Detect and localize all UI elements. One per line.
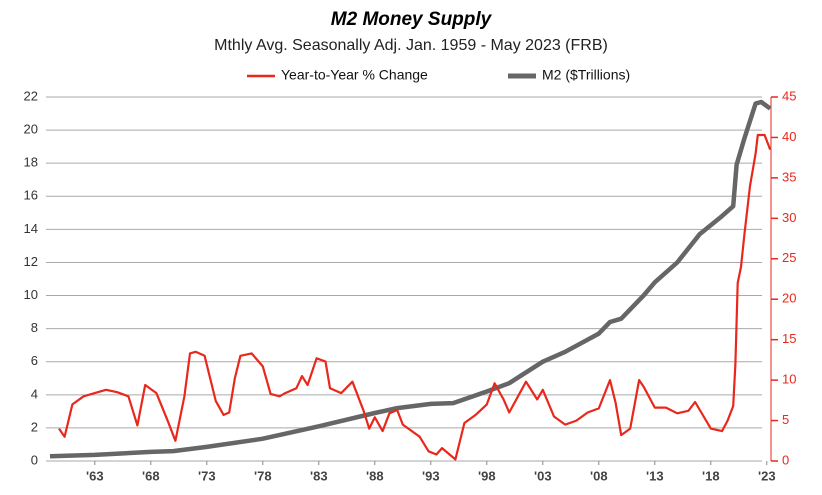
y-tick-label: 2: [31, 419, 38, 434]
y-tick-label: 22: [24, 88, 38, 103]
x-tick-label: '83: [310, 468, 328, 483]
x-tick-label: '23: [758, 468, 776, 483]
x-tick-label: '03: [534, 468, 552, 483]
y-tick-label: 18: [24, 155, 38, 170]
legend-label: M2 ($Trillions): [542, 67, 630, 83]
y2-tick-label: 25: [782, 250, 796, 265]
y2-tick-label: 5: [782, 412, 789, 427]
x-tick-label: '93: [422, 468, 440, 483]
y2-tick-label: 15: [782, 331, 796, 346]
chart-title: M2 Money Supply: [331, 9, 493, 30]
y2-tick-label: 30: [782, 210, 796, 225]
y-tick-label: 10: [24, 287, 38, 302]
x-tick-label: '98: [478, 468, 496, 483]
y2-tick-label: 0: [782, 452, 789, 467]
x-tick-label: '73: [198, 468, 216, 483]
legend-label: Year-to-Year % Change: [281, 67, 428, 83]
y2-tick-label: 35: [782, 169, 796, 184]
x-tick-label: '78: [254, 468, 272, 483]
y-tick-label: 12: [24, 254, 38, 269]
y2-tick-label: 45: [782, 88, 796, 103]
y2-tick-label: 20: [782, 291, 796, 306]
y-tick-label: 20: [24, 122, 38, 137]
y-tick-label: 6: [31, 353, 38, 368]
y2-tick-label: 40: [782, 129, 796, 144]
series-line: [49, 99, 772, 459]
x-tick-label: '63: [86, 468, 104, 483]
x-tick-label: '88: [366, 468, 384, 483]
y2-tick-label: 10: [782, 372, 796, 387]
x-tick-label: '13: [646, 468, 664, 483]
y-tick-label: 4: [31, 386, 38, 401]
y-tick-label: 0: [31, 452, 38, 467]
x-tick-label: '68: [142, 468, 160, 483]
chart-subtitle: Mthly Avg. Seasonally Adj. Jan. 1959 - M…: [214, 37, 608, 54]
x-tick-label: '18: [702, 468, 720, 483]
y-tick-label: 16: [24, 188, 38, 203]
series-line: [58, 133, 772, 461]
x-tick-label: '08: [590, 468, 608, 483]
y-tick-label: 8: [31, 320, 38, 335]
y-tick-label: 14: [24, 221, 38, 236]
